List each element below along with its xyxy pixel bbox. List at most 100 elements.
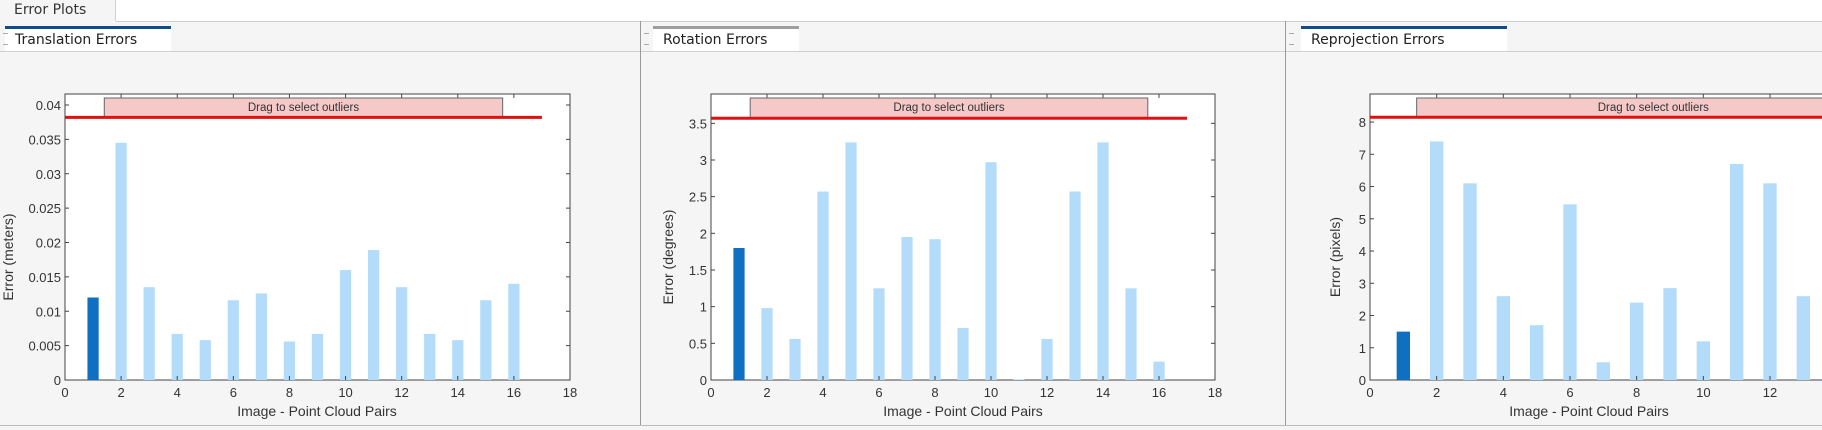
y-tick-label: 2.5 (689, 190, 707, 205)
bar[interactable] (901, 237, 913, 380)
tab-rotation-errors[interactable]: Rotation Errors (653, 26, 799, 51)
bar[interactable] (1069, 191, 1081, 380)
bar[interactable] (452, 340, 464, 380)
bar[interactable] (255, 293, 267, 380)
panel-rotation-errors: Rotation Errors (640, 21, 1285, 425)
x-tick-label: 14 (1096, 385, 1110, 400)
bar[interactable] (957, 327, 969, 380)
bar[interactable] (1696, 341, 1710, 380)
y-tick-label: 0.025 (28, 201, 61, 216)
bar[interactable] (1097, 142, 1109, 380)
tab-bar (116, 0, 1822, 22)
bar[interactable] (761, 308, 773, 380)
x-tick-label: 12 (1763, 385, 1777, 400)
y-tick-label: 1.5 (689, 263, 707, 278)
y-tick-label: 0 (700, 373, 707, 388)
bar[interactable] (424, 333, 436, 380)
bar[interactable] (480, 300, 492, 380)
bar[interactable] (1796, 296, 1810, 380)
y-tick-label: 2 (700, 226, 707, 241)
x-tick-label: 4 (1500, 385, 1507, 400)
drag-grip-icon[interactable] (644, 33, 649, 45)
y-tick-label: 0.04 (36, 98, 61, 113)
bar[interactable] (1013, 379, 1025, 380)
bar[interactable] (87, 297, 99, 381)
bar[interactable] (143, 287, 155, 380)
bar[interactable] (929, 239, 941, 380)
y-tick-label: 1 (1359, 341, 1366, 356)
tab-label: Translation Errors (15, 32, 138, 48)
x-tick-label: 10 (338, 385, 352, 400)
bar[interactable] (817, 191, 829, 380)
bar[interactable] (115, 142, 127, 380)
y-tick-label: 0 (54, 373, 61, 388)
x-tick-label: 0 (1366, 385, 1373, 400)
x-tick-label: 10 (984, 385, 998, 400)
bar[interactable] (733, 248, 745, 380)
bar[interactable] (283, 341, 296, 381)
tab-reprojection-errors[interactable]: Reprojection Errors (1301, 26, 1507, 51)
bar[interactable] (339, 270, 352, 380)
y-tick-label: 0.02 (36, 236, 61, 251)
y-tick-label: 0.03 (36, 167, 61, 182)
y-tick-label: 6 (1359, 180, 1366, 195)
x-tick-label: 8 (931, 385, 938, 400)
y-tick-label: 0 (1359, 373, 1366, 388)
bar[interactable] (227, 300, 239, 380)
bar[interactable] (1663, 288, 1677, 380)
y-axis-label: Error (degrees) (660, 210, 676, 305)
bar[interactable] (508, 283, 520, 380)
bar[interactable] (171, 333, 183, 380)
bar[interactable] (396, 287, 408, 380)
bar[interactable] (1763, 183, 1777, 380)
x-axis-label: Image - Point Cloud Pairs (1509, 403, 1669, 419)
drag-grip-icon[interactable] (1289, 33, 1294, 45)
bar[interactable] (845, 142, 857, 380)
x-tick-label: 12 (394, 385, 408, 400)
x-tick-label: 6 (875, 385, 882, 400)
bar[interactable] (1463, 183, 1477, 380)
bar[interactable] (1153, 361, 1165, 380)
bar[interactable] (1563, 204, 1577, 380)
tab-error-plots[interactable]: Error Plots (0, 0, 116, 21)
bar[interactable] (199, 340, 211, 380)
chart-0: 0 2 4 6 8 10 12 14 16 18 0 0.005 0.01 0.015 0.02 0.025 0… (0, 93, 577, 419)
bar[interactable] (1041, 338, 1053, 380)
tab-label: Error Plots (14, 2, 87, 18)
divider (0, 51, 640, 52)
x-tick-label: 16 (507, 385, 521, 400)
tab-translation-errors[interactable]: Translation Errors (5, 26, 171, 51)
x-tick-label: 4 (174, 385, 181, 400)
x-tick-label: 18 (563, 385, 577, 400)
y-tick-label: 2 (1359, 309, 1366, 324)
bar[interactable] (1630, 302, 1644, 380)
bar[interactable] (789, 338, 801, 380)
x-tick-label: 2 (763, 385, 770, 400)
tab-label: Rotation Errors (663, 32, 768, 48)
y-tick-label: 3.5 (689, 116, 707, 131)
x-tick-label: 6 (230, 385, 237, 400)
tab-label: Reprojection Errors (1311, 32, 1445, 48)
bar[interactable] (1596, 362, 1610, 380)
divider (0, 425, 1822, 426)
x-tick-label: 6 (1566, 385, 1573, 400)
bar[interactable] (1730, 163, 1744, 380)
bar[interactable] (1125, 288, 1137, 380)
panel-translation-errors: Translation Errors (0, 21, 640, 425)
x-tick-label: 2 (1433, 385, 1440, 400)
y-axis-label: Error (meters) (0, 213, 16, 300)
bar[interactable] (1396, 331, 1410, 380)
drag-grip-icon[interactable] (3, 33, 8, 45)
outlier-selection-label: Drag to select outliers (1598, 102, 1709, 114)
x-tick-label: 12 (1040, 385, 1054, 400)
y-tick-label: 0.035 (28, 132, 61, 147)
bar[interactable] (1530, 325, 1544, 380)
bar[interactable] (985, 162, 997, 380)
bar[interactable] (1496, 296, 1510, 380)
bar[interactable] (311, 333, 324, 380)
bar[interactable] (1430, 141, 1444, 380)
bar[interactable] (873, 288, 885, 380)
bar[interactable] (368, 250, 380, 380)
y-tick-label: 0.01 (36, 304, 61, 319)
x-tick-label: 8 (286, 385, 293, 400)
